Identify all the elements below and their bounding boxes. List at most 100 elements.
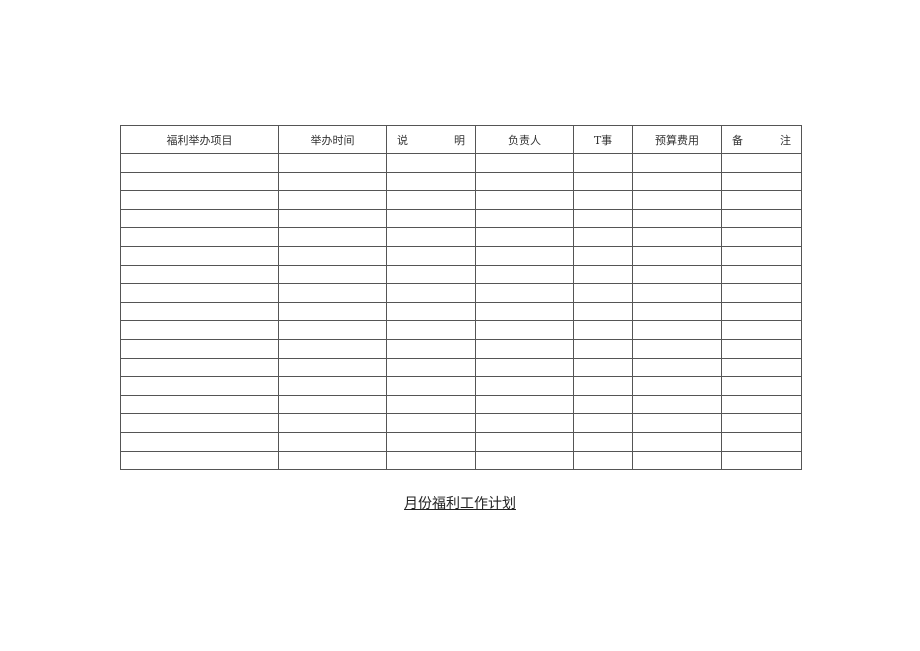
table-cell[interactable] (278, 153, 387, 173)
table-cell[interactable] (386, 171, 476, 192)
table-cell[interactable] (475, 227, 574, 247)
table-cell[interactable] (632, 338, 722, 359)
table-cell[interactable] (721, 153, 802, 173)
table-cell[interactable] (475, 264, 574, 285)
table-cell[interactable] (573, 283, 633, 303)
table-cell[interactable] (632, 190, 722, 210)
table-cell[interactable] (632, 245, 722, 266)
table-cell[interactable] (386, 394, 476, 415)
table-cell[interactable] (386, 450, 476, 471)
table-cell[interactable] (386, 227, 476, 247)
table-cell[interactable] (120, 413, 279, 433)
table-cell[interactable] (632, 376, 722, 396)
table-cell[interactable] (632, 283, 722, 303)
table-cell[interactable] (721, 357, 802, 378)
table-cell[interactable] (573, 171, 633, 192)
table-cell[interactable] (120, 338, 279, 359)
table-cell[interactable] (475, 338, 574, 359)
table-cell[interactable] (386, 153, 476, 173)
table-cell[interactable] (386, 376, 476, 396)
table-cell[interactable] (573, 450, 633, 471)
table-cell[interactable] (278, 227, 387, 247)
table-cell[interactable] (120, 283, 279, 303)
table-cell[interactable] (278, 264, 387, 285)
table-cell[interactable] (120, 301, 279, 322)
table-cell[interactable] (386, 283, 476, 303)
table-cell[interactable] (573, 208, 633, 229)
table-cell[interactable] (475, 357, 574, 378)
table-cell[interactable] (386, 245, 476, 266)
table-cell[interactable] (278, 413, 387, 433)
table-cell[interactable] (278, 431, 387, 452)
table-cell[interactable] (120, 357, 279, 378)
table-cell[interactable] (475, 450, 574, 471)
table-cell[interactable] (721, 190, 802, 210)
table-cell[interactable] (386, 413, 476, 433)
table-cell[interactable] (632, 413, 722, 433)
table-cell[interactable] (120, 171, 279, 192)
table-cell[interactable] (573, 338, 633, 359)
table-cell[interactable] (721, 208, 802, 229)
table-cell[interactable] (573, 245, 633, 266)
table-cell[interactable] (721, 431, 802, 452)
table-cell[interactable] (475, 245, 574, 266)
table-cell[interactable] (475, 171, 574, 192)
table-cell[interactable] (573, 357, 633, 378)
table-cell[interactable] (120, 245, 279, 266)
table-cell[interactable] (278, 376, 387, 396)
table-cell[interactable] (573, 301, 633, 322)
table-cell[interactable] (386, 190, 476, 210)
table-cell[interactable] (721, 376, 802, 396)
table-cell[interactable] (278, 171, 387, 192)
table-cell[interactable] (120, 208, 279, 229)
table-cell[interactable] (120, 153, 279, 173)
table-cell[interactable] (475, 283, 574, 303)
table-cell[interactable] (475, 208, 574, 229)
table-cell[interactable] (573, 431, 633, 452)
table-cell[interactable] (632, 227, 722, 247)
table-cell[interactable] (721, 301, 802, 322)
table-cell[interactable] (632, 394, 722, 415)
table-cell[interactable] (475, 153, 574, 173)
table-cell[interactable] (278, 338, 387, 359)
table-cell[interactable] (386, 357, 476, 378)
table-cell[interactable] (721, 338, 802, 359)
table-cell[interactable] (632, 357, 722, 378)
table-cell[interactable] (386, 338, 476, 359)
table-cell[interactable] (278, 320, 387, 340)
table-cell[interactable] (632, 153, 722, 173)
table-cell[interactable] (278, 450, 387, 471)
table-cell[interactable] (573, 376, 633, 396)
table-cell[interactable] (475, 394, 574, 415)
table-cell[interactable] (632, 320, 722, 340)
table-cell[interactable] (632, 264, 722, 285)
table-cell[interactable] (386, 320, 476, 340)
table-cell[interactable] (278, 283, 387, 303)
table-cell[interactable] (721, 171, 802, 192)
table-cell[interactable] (386, 431, 476, 452)
table-cell[interactable] (278, 190, 387, 210)
table-cell[interactable] (475, 376, 574, 396)
table-cell[interactable] (573, 153, 633, 173)
table-cell[interactable] (120, 376, 279, 396)
table-cell[interactable] (475, 413, 574, 433)
table-cell[interactable] (721, 320, 802, 340)
table-cell[interactable] (475, 301, 574, 322)
table-cell[interactable] (721, 283, 802, 303)
table-cell[interactable] (573, 190, 633, 210)
table-cell[interactable] (278, 394, 387, 415)
table-cell[interactable] (475, 320, 574, 340)
table-cell[interactable] (475, 190, 574, 210)
table-cell[interactable] (573, 413, 633, 433)
table-cell[interactable] (573, 227, 633, 247)
table-cell[interactable] (721, 413, 802, 433)
table-cell[interactable] (120, 450, 279, 471)
table-cell[interactable] (278, 357, 387, 378)
table-cell[interactable] (386, 208, 476, 229)
table-cell[interactable] (120, 264, 279, 285)
table-cell[interactable] (120, 190, 279, 210)
table-cell[interactable] (573, 264, 633, 285)
table-cell[interactable] (632, 450, 722, 471)
table-cell[interactable] (721, 394, 802, 415)
table-cell[interactable] (573, 320, 633, 340)
